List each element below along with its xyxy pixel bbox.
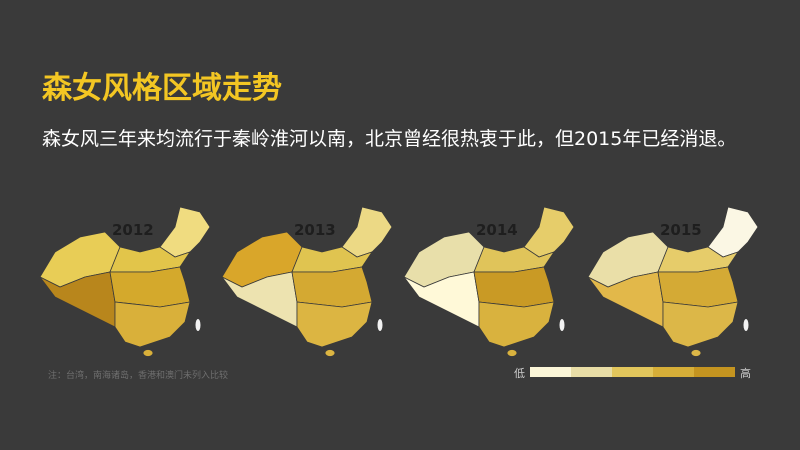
province-region bbox=[478, 301, 555, 348]
province-region bbox=[662, 301, 739, 348]
province-region bbox=[114, 301, 191, 348]
title: 森女风格区域走势 bbox=[42, 71, 282, 106]
province-region bbox=[473, 266, 555, 308]
china-map: 2014 bbox=[403, 206, 575, 357]
taiwan bbox=[559, 319, 565, 331]
hainan bbox=[324, 349, 336, 357]
province-region bbox=[109, 266, 191, 308]
note: 注：台湾，南海诸岛，香港和澳门未列入比较 bbox=[48, 369, 228, 381]
china-map: 2013 bbox=[221, 206, 393, 357]
taiwan bbox=[195, 319, 201, 331]
legend-high: 高 bbox=[740, 366, 751, 380]
china-map: 2012 bbox=[39, 206, 211, 357]
hainan bbox=[506, 349, 518, 357]
legend-swatch bbox=[653, 367, 694, 377]
province-region bbox=[657, 266, 739, 308]
hainan bbox=[142, 349, 154, 357]
taiwan bbox=[377, 319, 383, 331]
province-region bbox=[291, 266, 373, 308]
legend-swatch bbox=[612, 367, 653, 377]
year-label: 2013 bbox=[294, 221, 336, 239]
legend-swatch bbox=[571, 367, 612, 377]
legend-low: 低 bbox=[514, 367, 525, 380]
province-region bbox=[296, 301, 373, 348]
china-map: 2015 bbox=[587, 206, 759, 357]
subtitle: 森女风三年来均流行于秦岭淮河以南，北京曾经很热衷于此，但2015年已经消退。 bbox=[42, 128, 736, 150]
hainan bbox=[690, 349, 702, 357]
legend-swatch bbox=[530, 367, 571, 377]
year-label: 2012 bbox=[112, 221, 154, 239]
legend-swatch bbox=[694, 367, 735, 377]
maps: 2012 2013 2014 2015 bbox=[39, 206, 759, 357]
year-label: 2014 bbox=[476, 221, 518, 239]
year-label: 2015 bbox=[660, 221, 702, 239]
legend: 低高 bbox=[514, 366, 751, 380]
taiwan bbox=[743, 319, 749, 331]
